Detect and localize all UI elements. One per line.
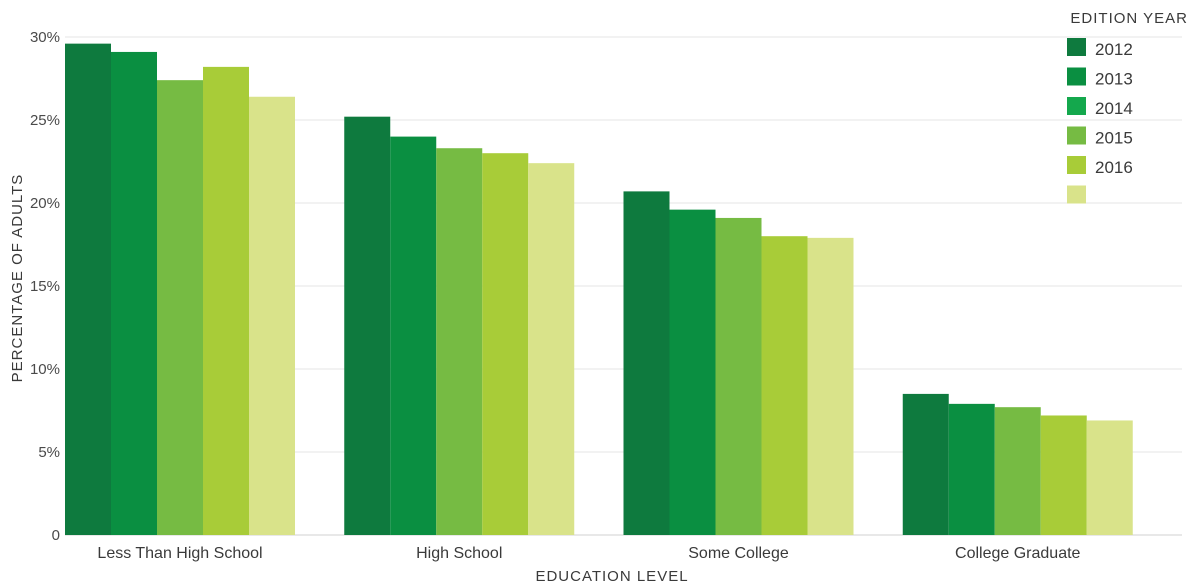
- bar-2015-1: [203, 66, 249, 535]
- legend-items: 2012 2013 2014 2015 2016: [1067, 38, 1133, 204]
- bars: [65, 43, 1133, 536]
- x-category-label: Some College: [688, 545, 789, 562]
- legend-swatch: [1067, 38, 1086, 56]
- y-axis-ticks: 0 5% 10% 15% 20% 25% 30%: [30, 29, 60, 544]
- y-tick-label: 20%: [30, 195, 60, 212]
- y-tick-label: 5%: [38, 444, 60, 461]
- bar-2013-2: [390, 136, 437, 535]
- bar-2015-3: [761, 236, 808, 535]
- bar-2012-2: [344, 116, 391, 536]
- bar-2016-2: [528, 163, 575, 535]
- bar-2014-3: [715, 217, 762, 535]
- y-tick-label: 25%: [30, 112, 60, 129]
- legend-label-2013: 2013: [1095, 70, 1133, 89]
- y-tick-label: 30%: [30, 29, 60, 46]
- legend-label-2015: 2015: [1095, 129, 1133, 148]
- legend-swatch: [1067, 67, 1086, 86]
- bar-2014-1: [157, 80, 203, 535]
- bar-2012-4: [902, 393, 949, 535]
- x-category-label: College Graduate: [955, 545, 1081, 562]
- bar-2014-2: [436, 148, 483, 535]
- y-tick-label: 15%: [30, 278, 60, 295]
- bar-2012-3: [623, 191, 670, 535]
- legend-swatch: [1067, 156, 1086, 174]
- legend: EDITION YEAR 2012 2013 2014 2015 2016: [1067, 10, 1188, 204]
- legend-title: EDITION YEAR: [1070, 10, 1188, 27]
- bar-2013-3: [669, 209, 716, 535]
- legend-label-2014: 2014: [1095, 99, 1133, 118]
- bar-2013-1: [111, 51, 157, 535]
- bar-2013-4: [948, 403, 995, 535]
- bar-2015-4: [1040, 415, 1087, 535]
- legend-swatch: [1067, 97, 1086, 115]
- legend-label-2016: 2016: [1095, 158, 1133, 177]
- bar-2016-1: [249, 96, 295, 535]
- x-axis-categories: Less Than High School High School Some Col…: [97, 545, 1080, 562]
- x-category-label: Less Than High School: [97, 545, 262, 562]
- legend-swatch: [1067, 126, 1086, 145]
- bar-2016-4: [1086, 420, 1133, 535]
- y-tick-label: 0: [52, 527, 60, 544]
- y-tick-label: 10%: [30, 361, 60, 378]
- legend-swatch: [1067, 185, 1086, 204]
- bar-2014-4: [994, 407, 1041, 535]
- legend-label-2012: 2012: [1095, 40, 1133, 59]
- bar-2016-3: [807, 237, 854, 536]
- bar-2015-2: [482, 153, 529, 535]
- bar-2012-1: [65, 43, 111, 535]
- x-category-label: High School: [416, 545, 502, 562]
- x-axis-title: EDUCATION LEVEL: [535, 568, 688, 585]
- y-axis-title: PERCENTAGE OF ADULTS: [9, 174, 26, 383]
